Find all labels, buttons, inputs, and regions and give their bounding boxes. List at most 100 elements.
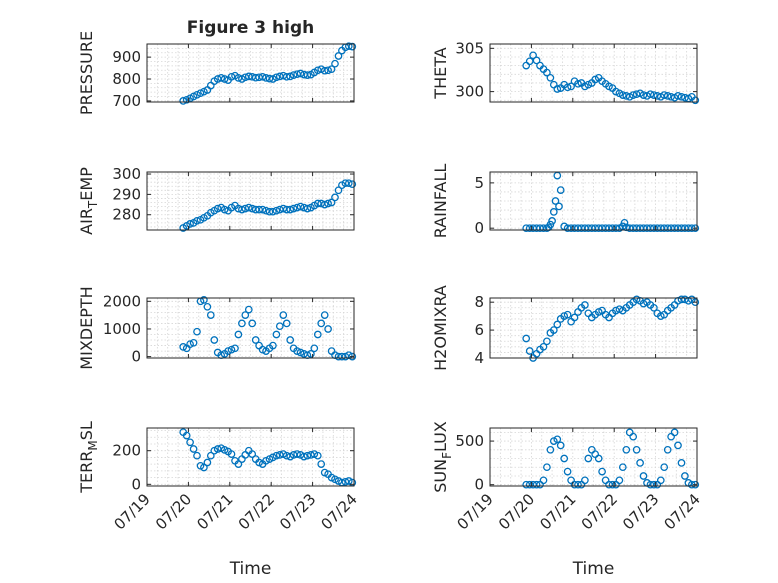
data-point <box>563 467 572 476</box>
data-point <box>186 340 194 349</box>
data-point <box>548 217 556 225</box>
data-point <box>227 345 236 354</box>
data-point <box>320 200 329 209</box>
data-point <box>186 220 194 228</box>
axes-box <box>489 427 698 487</box>
data-point <box>563 83 572 92</box>
y-axis-label-text: THETA <box>431 47 450 99</box>
y-tick-label: 6 <box>474 321 484 339</box>
data-point <box>656 476 665 485</box>
data-point <box>313 451 322 460</box>
data-point <box>269 341 277 350</box>
data-point <box>234 460 243 468</box>
data-point <box>272 206 281 215</box>
subplot-4: 0 5 RAINFALL <box>431 164 700 239</box>
x-axis-label: Time <box>572 559 615 579</box>
data-point <box>265 74 274 83</box>
data-point <box>272 451 281 460</box>
data-point <box>203 458 212 467</box>
y-axis-label-subscript: T <box>86 200 100 209</box>
data-point <box>598 467 606 476</box>
data-point <box>539 476 548 485</box>
data-point <box>677 459 686 467</box>
data-point <box>622 445 631 454</box>
data-point <box>555 202 563 211</box>
data-point <box>567 82 575 91</box>
data-point <box>258 72 267 81</box>
data-point <box>189 445 198 453</box>
y-tick-label: 1000 <box>103 320 141 338</box>
data-point <box>632 445 641 454</box>
data-point <box>313 330 322 339</box>
data-point <box>244 72 253 81</box>
data-point <box>324 325 332 333</box>
data-point <box>244 203 253 212</box>
y-axis-label: H2OMIXRA <box>431 285 450 371</box>
data-point <box>289 204 298 213</box>
data-point <box>303 204 312 213</box>
data-point <box>300 452 308 461</box>
data-point <box>272 330 281 339</box>
data-point <box>650 480 658 489</box>
plot-area <box>490 298 697 358</box>
data-point <box>286 336 295 344</box>
data-point <box>670 428 679 437</box>
data-point <box>620 218 629 227</box>
y-axis-label: PRESSURE <box>77 31 96 115</box>
data-point <box>584 454 593 463</box>
y-tick-label: 305 <box>455 39 484 57</box>
data-point <box>543 337 551 346</box>
data-point <box>317 460 326 468</box>
data-point <box>334 52 343 60</box>
data-point <box>608 480 617 489</box>
data-point <box>310 344 319 353</box>
data-point <box>629 91 638 99</box>
axes-box <box>146 43 355 103</box>
data-point <box>206 451 215 460</box>
subplot-2: 300 305 THETA <box>431 39 700 105</box>
data-point <box>553 85 562 93</box>
data-point <box>660 91 669 99</box>
data-point <box>248 450 257 458</box>
data-point <box>543 68 551 77</box>
data-point <box>553 435 562 444</box>
data-point <box>313 199 322 208</box>
data-point <box>581 476 589 485</box>
y-tick-label: 800 <box>112 70 141 88</box>
data-point <box>193 216 201 225</box>
data-point <box>615 476 624 485</box>
data-point <box>570 313 579 322</box>
y-axis-label-text: LUX <box>431 421 450 452</box>
data-point <box>324 199 332 208</box>
data-point <box>262 74 270 82</box>
data-point <box>320 66 329 75</box>
y-axis-label-text: RAINFALL <box>431 164 450 239</box>
y-tick-label: 300 <box>112 165 141 183</box>
data-point <box>241 311 250 319</box>
data-point <box>553 320 562 329</box>
data-point <box>529 51 537 60</box>
data-point <box>182 431 191 440</box>
y-tick-label: 0 <box>474 219 484 237</box>
data-point <box>220 75 229 83</box>
data-point <box>348 352 357 361</box>
data-point <box>203 302 212 311</box>
y-axis-label: MIXDEPTH <box>77 286 96 369</box>
data-point <box>231 344 239 353</box>
data-point <box>238 319 246 328</box>
data-point <box>303 71 312 79</box>
data-point <box>331 59 339 68</box>
data-point <box>286 72 295 81</box>
data-point <box>594 454 603 463</box>
data-point <box>650 303 658 312</box>
data-point <box>331 193 339 202</box>
data-point <box>549 208 558 216</box>
data-point <box>639 472 648 480</box>
y-tick-label: 2000 <box>103 292 141 310</box>
y-axis-label-text: TERR <box>77 451 96 494</box>
y-tick-label: 0 <box>474 476 484 494</box>
data-point <box>296 348 305 357</box>
data-point <box>282 319 291 328</box>
data-point <box>317 65 326 74</box>
data-point <box>282 72 291 81</box>
